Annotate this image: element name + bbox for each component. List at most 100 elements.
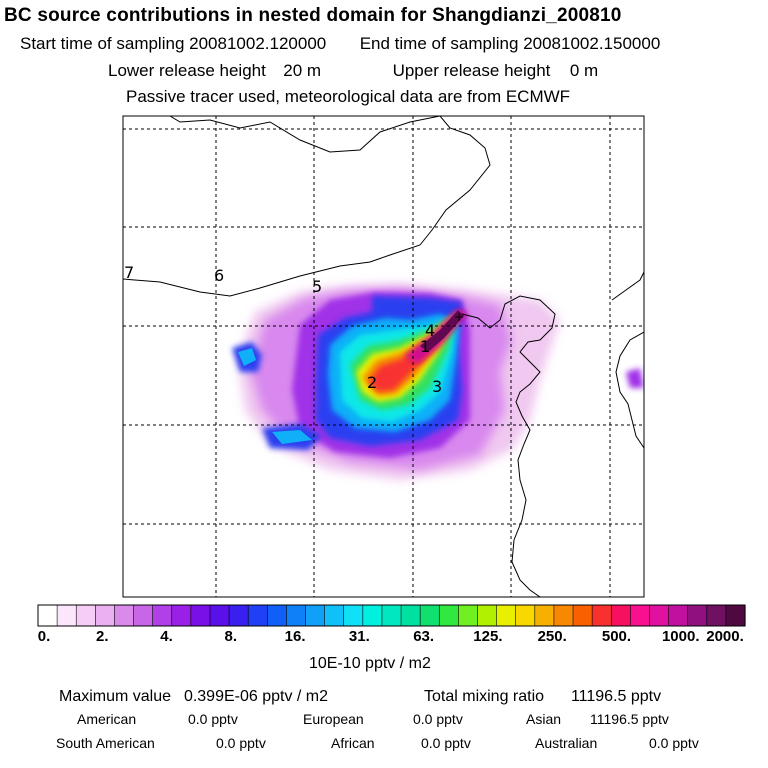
source-label-7: 7: [124, 263, 134, 282]
coast-east: [461, 295, 556, 597]
region-african-name: African: [331, 735, 375, 751]
colorbar-tick-label: 250.: [537, 628, 567, 645]
colorbar-cell: [286, 605, 307, 626]
colorbar-cell: [324, 605, 345, 626]
start-time-label: Start time of sampling: [20, 34, 185, 53]
colorbar-frame: [37, 604, 746, 627]
region-south-american-name: South American: [56, 735, 155, 751]
colorbar-cell: [209, 605, 230, 626]
receptor-marker: +: [454, 310, 464, 324]
colorbar-tick-label: 31.: [348, 628, 370, 645]
lower-release-value: 20 m: [283, 61, 322, 80]
colorbar: [38, 605, 746, 626]
source-label-5: 5: [312, 277, 322, 296]
source-label-1: 1: [420, 337, 430, 356]
region-south-american-value: 0.0 pptv: [216, 735, 266, 751]
colorbar-cell: [38, 605, 58, 626]
colorbar-cell: [573, 605, 593, 626]
region-european-value: 0.0 pptv: [413, 711, 463, 727]
upper-release-value: 0 m: [569, 61, 599, 80]
total-mixing-label: Total mixing ratio: [424, 688, 545, 705]
concentration-field: [232, 284, 644, 480]
colorbar-cell: [229, 605, 249, 626]
chart-title: BC source contributions in nested domain…: [4, 5, 622, 26]
region-african-value: 0.0 pptv: [421, 735, 471, 751]
colorbar-cell: [477, 605, 498, 626]
source-labels: 1 2 3 4 5 6 7: [124, 263, 442, 396]
colorbar-tick-label: 0.: [37, 628, 51, 645]
colorbar-tick-label: 4.: [160, 628, 173, 645]
max-value-label: Maximum value: [59, 688, 172, 705]
end-time-label: End time of sampling: [359, 34, 519, 53]
colorbar-unit: 10E-10 pptv / m2: [309, 655, 431, 672]
colorbar-cell: [171, 605, 192, 626]
colorbar-cell: [630, 605, 651, 626]
max-value: 0.399E-06 pptv / m2: [183, 688, 329, 705]
source-label-4: 4: [425, 321, 435, 340]
start-time-value: 20081002.120000: [189, 34, 327, 53]
colorbar-tick-label: 8.: [224, 628, 238, 645]
colorbar-tick-label: 1000.: [661, 628, 700, 645]
colorbar-cell: [381, 605, 402, 626]
source-label-6: 6: [214, 266, 224, 285]
patch-southwest-core: [272, 430, 312, 444]
colorbar-cell: [611, 605, 631, 626]
colorbar-cell: [534, 605, 555, 626]
colorbar-tick-label: 2000.: [706, 628, 744, 645]
colorbar-cell: [57, 605, 77, 626]
tracer-note: Passive tracer used, meteorological data…: [126, 87, 571, 106]
coast-korea: [611, 271, 644, 449]
region-australian-name: Australian: [535, 735, 598, 751]
colorbar-cell: [152, 605, 173, 626]
region-european-name: European: [303, 711, 364, 727]
colorbar-cell: [420, 605, 440, 626]
colorbar-cell: [515, 605, 536, 626]
sampling-times: Start time of sampling 20081002.120000 E…: [20, 34, 660, 54]
colorbar-cell: [401, 605, 421, 626]
plume-level-max: [420, 310, 464, 352]
total-mixing-row: Total mixing ratio 11196.5 pptv: [424, 688, 661, 706]
colorbar-cell: [267, 605, 288, 626]
release-heights: Lower release height 20 m Upper release …: [108, 61, 598, 81]
colorbar-tick-label: 16.: [284, 628, 306, 645]
upper-release-label: Upper release height: [392, 61, 551, 80]
region-american-value: 0.0 pptv: [188, 711, 238, 727]
colorbar-cell: [725, 605, 746, 626]
colorbar-cell: [553, 605, 574, 626]
colorbar-cell: [706, 605, 727, 626]
colorbar-tick-label: 125.: [473, 628, 503, 645]
colorbar-cell: [133, 605, 154, 626]
colorbar-cell: [95, 605, 116, 626]
border-top-left: [169, 116, 441, 153]
end-time-value: 20081002.150000: [523, 34, 661, 53]
colorbar-cell: [496, 605, 517, 626]
colorbar-tick-label: 500.: [601, 628, 632, 645]
coastlines: [123, 116, 644, 597]
lower-release-label: Lower release height: [108, 61, 266, 80]
map-frame: [122, 115, 645, 598]
colorbar-cell: [114, 605, 135, 626]
colorbar-cell: [248, 605, 268, 626]
colorbar-cell: [592, 605, 612, 626]
max-value-row: Maximum value 0.399E-06 pptv / m2: [59, 688, 328, 706]
colorbar-cell: [190, 605, 211, 626]
colorbar-cell: [343, 605, 364, 626]
colorbar-cell: [76, 605, 96, 626]
source-label-3: 3: [432, 377, 442, 396]
colorbar-tick-label: 2.: [96, 628, 109, 645]
region-australian-value: 0.0 pptv: [649, 735, 699, 751]
map-grid: [123, 116, 644, 597]
colorbar-cell: [649, 605, 670, 626]
colorbar-cell: [305, 605, 326, 626]
colorbar-tick-label: 63.: [413, 628, 435, 645]
total-mixing-value: 11196.5 pptv: [570, 688, 662, 705]
region-asian-name: Asian: [526, 711, 562, 727]
border-north: [123, 116, 491, 297]
region-american-name: American: [77, 711, 137, 727]
colorbar-cell: [439, 605, 459, 626]
colorbar-cell: [687, 605, 708, 626]
colorbar-cell: [362, 605, 383, 626]
colorbar-cell: [458, 605, 479, 626]
patch-east: [626, 368, 644, 388]
